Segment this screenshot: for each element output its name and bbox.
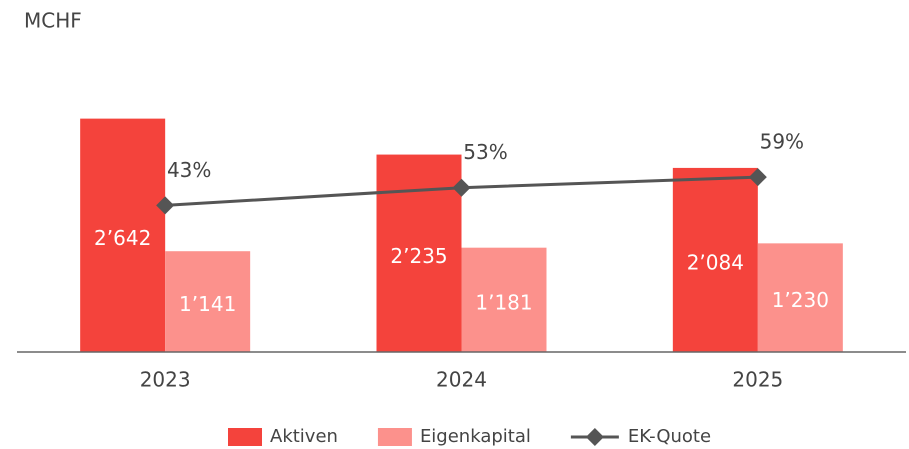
value-label: 1’181 bbox=[475, 290, 532, 314]
legend-label: Aktiven bbox=[270, 426, 338, 447]
value-label: 1’141 bbox=[179, 292, 236, 316]
line-marker bbox=[748, 168, 767, 187]
value-label: 2’084 bbox=[687, 250, 744, 274]
value-label: 1’230 bbox=[772, 288, 829, 312]
value-label: 43% bbox=[167, 158, 211, 182]
value-label: 53% bbox=[463, 140, 507, 164]
x-tick-label: 2025 bbox=[732, 368, 783, 392]
legend-swatch bbox=[228, 428, 262, 446]
value-label: 59% bbox=[760, 130, 804, 154]
bar bbox=[80, 118, 166, 352]
y-axis-label: MCHF bbox=[24, 9, 82, 33]
value-label: 2’235 bbox=[390, 244, 447, 268]
legend-label: EK-Quote bbox=[628, 426, 711, 447]
legend-swatch bbox=[585, 428, 604, 446]
bar bbox=[165, 251, 251, 352]
line-marker bbox=[452, 178, 471, 197]
legend-swatch bbox=[377, 428, 412, 446]
x-tick-label: 2024 bbox=[436, 368, 487, 392]
bar bbox=[461, 247, 547, 352]
x-tick-label: 2023 bbox=[140, 368, 191, 392]
bar bbox=[757, 243, 843, 352]
line-marker bbox=[156, 196, 175, 215]
bar bbox=[672, 167, 758, 352]
legend-label: Eigenkapital bbox=[420, 426, 531, 447]
value-label: 2’642 bbox=[94, 226, 151, 250]
